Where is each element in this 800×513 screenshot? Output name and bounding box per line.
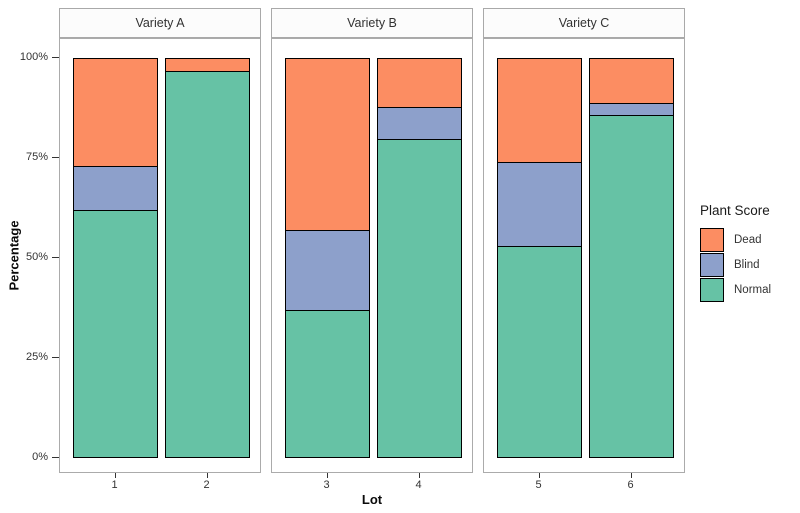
facet-strip: Variety A xyxy=(59,8,261,38)
y-tick-mark xyxy=(52,357,59,358)
y-tick-label: 25% xyxy=(25,351,48,363)
legend-entry: Dead xyxy=(700,227,800,252)
bar-segment-dead xyxy=(74,59,157,167)
legend-keys: Dead Blind Normal xyxy=(700,227,800,302)
bar-lot-1 xyxy=(73,58,158,458)
bar-segment-dead xyxy=(590,59,673,103)
bar-segment-dead xyxy=(286,59,369,231)
legend-key-normal-swatch xyxy=(700,277,724,302)
x-tick-mark xyxy=(326,473,328,478)
bar-segment-normal xyxy=(498,246,581,457)
x-tick-label: 4 xyxy=(415,479,422,491)
facet-strip: Variety B xyxy=(271,8,473,38)
bar-lot-2 xyxy=(165,58,250,458)
x-tick-label: 3 xyxy=(323,479,330,491)
x-tick-mark xyxy=(630,473,632,478)
x-tick-mark xyxy=(206,473,208,478)
facet-panel xyxy=(271,38,473,473)
y-tick-label: 50% xyxy=(25,251,48,263)
y-axis-title: Percentage xyxy=(6,220,22,291)
legend-key-blind-swatch xyxy=(700,252,724,277)
x-tick-mark xyxy=(418,473,420,478)
bar-segment-blind xyxy=(590,102,673,115)
bar-segment-normal xyxy=(590,114,673,457)
y-tick-mark xyxy=(52,157,59,158)
facet-panel xyxy=(483,38,685,473)
x-tick-label: 2 xyxy=(203,479,210,491)
legend: Plant Score Dead Blind Normal xyxy=(700,203,800,302)
bar-lot-4 xyxy=(377,58,462,458)
legend-entry-label: Dead xyxy=(734,233,762,246)
bar-segment-blind xyxy=(286,230,369,310)
x-tick-label: 5 xyxy=(535,479,542,491)
y-tick-label: 0% xyxy=(32,451,48,463)
bar-segment-normal xyxy=(378,138,461,457)
bar-segment-dead xyxy=(166,59,249,71)
y-tick-mark xyxy=(52,457,59,458)
bar-segment-normal xyxy=(286,309,369,457)
legend-key-dead-swatch xyxy=(700,227,724,252)
facet-strip: Variety C xyxy=(483,8,685,38)
bar-segment-dead xyxy=(498,59,581,163)
x-tick-mark xyxy=(114,473,116,478)
legend-entry: Normal xyxy=(700,277,800,302)
bar-segment-blind xyxy=(498,162,581,247)
y-tick-label: 100% xyxy=(19,51,48,63)
y-tick-mark xyxy=(52,257,59,258)
bar-lot-3 xyxy=(285,58,370,458)
bar-segment-normal xyxy=(74,210,157,457)
bar-segment-normal xyxy=(166,70,249,457)
legend-entry: Blind xyxy=(700,252,800,277)
legend-title: Plant Score xyxy=(700,203,770,218)
bar-segment-blind xyxy=(74,166,157,211)
x-axis-title: Lot xyxy=(361,492,383,507)
bar-lot-6 xyxy=(589,58,674,458)
y-tick-mark xyxy=(52,57,59,58)
legend-entry-label: Normal xyxy=(734,283,772,296)
legend-entry-label: Blind xyxy=(734,258,760,271)
facet-panel xyxy=(59,38,261,473)
bar-lot-5 xyxy=(497,58,582,458)
x-tick-mark xyxy=(538,473,540,478)
y-tick-label: 75% xyxy=(25,151,48,163)
bar-segment-blind xyxy=(378,106,461,139)
bar-segment-dead xyxy=(378,59,461,107)
x-tick-label: 6 xyxy=(627,479,634,491)
x-tick-label: 1 xyxy=(111,479,118,491)
